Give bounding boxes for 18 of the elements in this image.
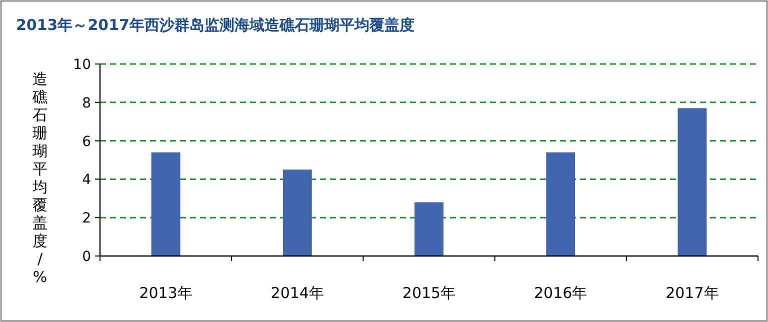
bar bbox=[546, 152, 576, 256]
x-tick-label: 2013年 bbox=[139, 284, 192, 302]
y-tick-label: 0 bbox=[82, 249, 91, 265]
x-tick-label: 2017年 bbox=[666, 284, 719, 302]
bar bbox=[678, 108, 707, 256]
x-tick-label: 2015年 bbox=[402, 284, 456, 302]
y-tick-label: 8 bbox=[82, 95, 91, 112]
y-tick-label: 6 bbox=[82, 134, 92, 150]
y-tick-label: 4 bbox=[82, 172, 92, 188]
bar bbox=[151, 152, 180, 256]
y-tick-label: 2 bbox=[82, 210, 91, 227]
x-tick-label: 2016年 bbox=[534, 284, 588, 302]
chart-title: 2013年～2017年西沙群岛监测海域造礁石珊瑚平均覆盖度 bbox=[16, 16, 414, 34]
x-tick-label: 2014年 bbox=[270, 284, 324, 302]
bar bbox=[282, 170, 312, 256]
text: 造礁石珊瑚平均覆盖度/% bbox=[32, 70, 48, 286]
bar bbox=[414, 202, 444, 256]
y-tick-label: 10 bbox=[73, 57, 91, 73]
